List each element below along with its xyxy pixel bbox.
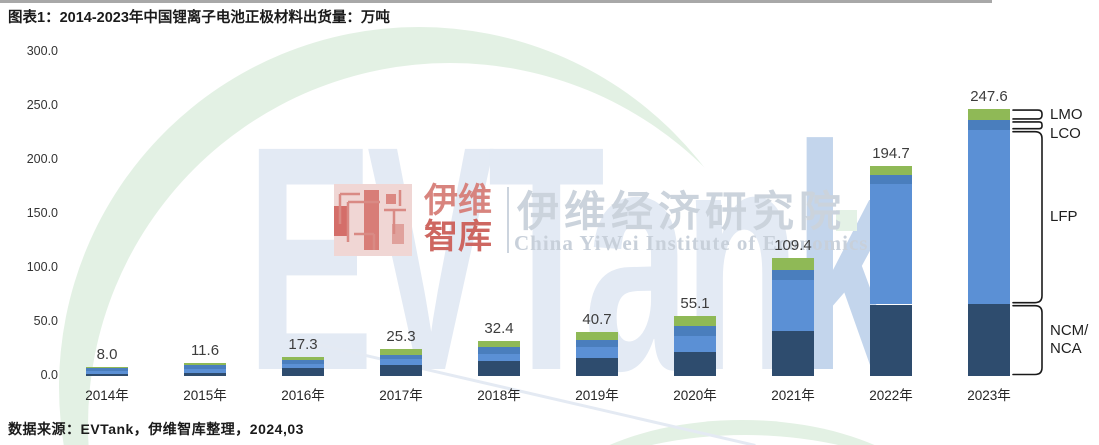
bar-total-label: 17.3 <box>288 336 318 354</box>
bracket-label: LFP <box>1050 208 1078 226</box>
bar-segment-NCM/NCA-2015年 <box>184 372 226 376</box>
bar-segment-LMO-2022年 <box>870 165 912 175</box>
bracket-shape <box>1012 304 1043 376</box>
bar-segment-NCM/NCA-2016年 <box>282 368 324 376</box>
bar-segment-LFP-2020年 <box>674 335 716 352</box>
x-axis-label: 2017年 <box>379 388 423 403</box>
yiwei-watermark-cn: 伊维 智库 <box>424 183 492 255</box>
bar-segment-LFP-2015年 <box>184 368 226 373</box>
bar-segment-NCM/NCA-2023年 <box>968 304 1010 376</box>
yiwei-watermark-cn-line2: 智库 <box>424 218 492 256</box>
bar-segment-LCO-2017年 <box>380 354 422 360</box>
bar-segment-LFP-2016年 <box>282 364 324 369</box>
bar-segment-NCM/NCA-2022年 <box>870 304 912 376</box>
bar-segment-LCO-2022年 <box>870 174 912 184</box>
bracket-shape <box>1012 130 1043 304</box>
x-axis-label: 2023年 <box>967 388 1011 403</box>
y-axis-tick-label: 100.0 <box>26 260 58 274</box>
bar-segment-LFP-2022年 <box>870 183 912 305</box>
bracket-label: LCO <box>1050 124 1081 142</box>
bar-segment-LCO-2018年 <box>478 347 520 355</box>
bar-segment-LFP-2018年 <box>478 354 520 362</box>
bar-segment-NCM/NCA-2018年 <box>478 361 520 376</box>
watermark-divider-line <box>507 187 509 253</box>
bar-total-label: 40.7 <box>582 311 612 329</box>
bar-segment-LMO-2019年 <box>576 332 618 341</box>
x-axis-label: 2018年 <box>477 388 521 403</box>
bar-segment-LMO-2023年 <box>968 108 1010 121</box>
bar-total-label: 32.4 <box>484 320 514 337</box>
bar-segment-LFP-2017年 <box>380 359 422 365</box>
y-axis-tick-label: 250.0 <box>26 98 58 112</box>
y-axis-tick-label: 200.0 <box>26 152 58 166</box>
bar-segment-LCO-2015年 <box>184 364 226 369</box>
watermark-green-square <box>836 210 857 231</box>
yiwei-logo-icon <box>334 184 412 256</box>
bar-segment-LMO-2018年 <box>478 341 520 348</box>
x-axis-label: 2015年 <box>183 388 227 403</box>
bar-segment-LMO-2015年 <box>184 363 226 365</box>
source-note: 数据来源：EVTank，伊维智库整理，2024,03 <box>8 421 304 437</box>
institute-name-en: China YiWei Institute of Economics <box>514 231 869 255</box>
bar-segment-LFP-2021年 <box>772 279 814 331</box>
bar-segment-LMO-2014年 <box>86 367 128 369</box>
bar-segment-NCM/NCA-2017年 <box>380 364 422 376</box>
yiwei-watermark-cn-line1: 伊维 <box>424 182 492 220</box>
bar-total-label: 109.4 <box>774 236 812 254</box>
bar-segment-LFP-2019年 <box>576 346 618 358</box>
x-axis-label: 2019年 <box>575 388 619 403</box>
bar-segment-LCO-2020年 <box>674 325 716 336</box>
bracket-label: NCM/ NCA <box>1050 322 1089 358</box>
x-axis-line <box>0 0 992 3</box>
figure-title: 图表1：2014-2023年中国锂离子电池正极材料出货量：万吨 <box>8 10 390 26</box>
y-axis-tick-label: 50.0 <box>33 314 58 328</box>
x-axis-label: 2014年 <box>85 388 129 403</box>
x-axis-label: 2022年 <box>869 388 913 403</box>
bar-segment-NCM/NCA-2021年 <box>772 330 814 376</box>
bar-segment-NCM/NCA-2020年 <box>674 351 716 376</box>
bar-segment-LFP-2023年 <box>968 130 1010 305</box>
bar-segment-LMO-2021年 <box>772 257 814 270</box>
institute-name-cn: 伊维经济研究院 <box>517 190 847 236</box>
bar-segment-LMO-2016年 <box>282 357 324 360</box>
x-axis-label: 2021年 <box>771 388 815 403</box>
x-axis-label: 2020年 <box>673 388 717 403</box>
bar-segment-LCO-2019年 <box>576 340 618 347</box>
bar-total-label: 25.3 <box>386 327 416 345</box>
bracket-shape <box>1012 109 1043 120</box>
bar-segment-NCM/NCA-2014年 <box>86 373 128 376</box>
y-axis-tick-label: 300.0 <box>26 44 58 58</box>
bracket-shape <box>1012 121 1043 130</box>
y-axis-tick-label: 150.0 <box>26 206 58 220</box>
bar-total-label: 11.6 <box>190 342 220 360</box>
bar-segment-LMO-2020年 <box>674 316 716 326</box>
bar-segment-LCO-2021年 <box>772 269 814 280</box>
bar-segment-LCO-2016年 <box>282 360 324 365</box>
bar-total-label: 194.7 <box>872 144 910 162</box>
x-axis-label: 2016年 <box>281 388 325 403</box>
bar-segment-LCO-2023年 <box>968 120 1010 131</box>
bar-segment-LMO-2017年 <box>380 348 422 355</box>
bar-segment-LFP-2014年 <box>86 371 128 374</box>
bar-total-label: 55.1 <box>680 295 710 313</box>
bar-segment-NCM/NCA-2019年 <box>576 357 618 376</box>
bar-segment-LCO-2014年 <box>86 368 128 372</box>
bar-total-label: 247.6 <box>970 87 1008 105</box>
y-axis-tick-label: 0.0 <box>40 368 58 382</box>
bracket-label: LMO <box>1050 105 1083 123</box>
bar-total-label: 8.0 <box>96 346 118 364</box>
